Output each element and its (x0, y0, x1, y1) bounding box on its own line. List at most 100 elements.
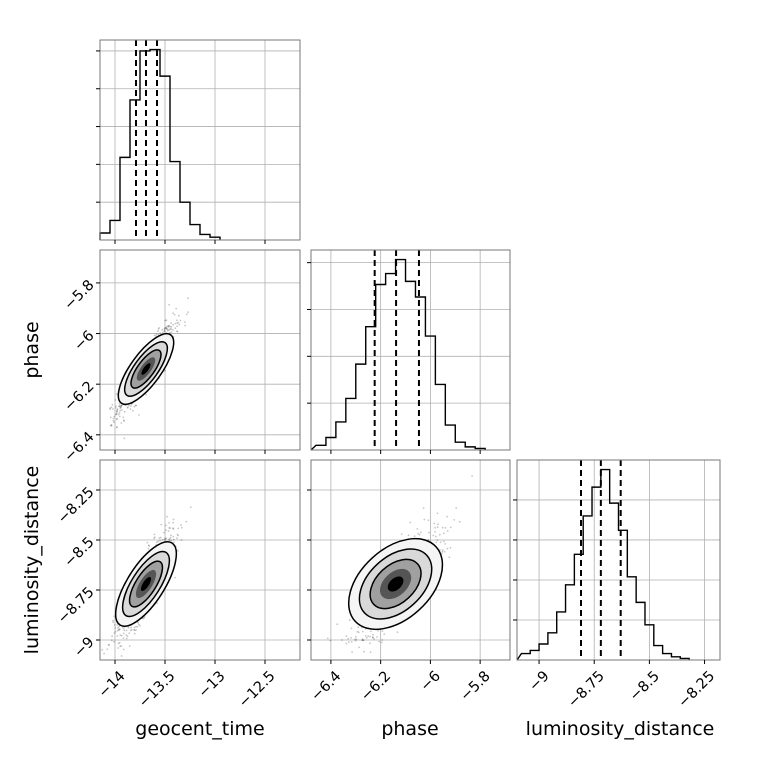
scatter-phase-luminosity-distance-point (381, 630, 384, 632)
scatter-geocent-time-phase-ytick-label-1: −6 (71, 328, 97, 354)
scatter-phase-luminosity-distance-point (350, 641, 353, 643)
scatter-geocent-time-phase-point (114, 407, 117, 409)
scatter-geocent-time-phase-point (120, 405, 122, 408)
scatter-geocent-time-phase-point (166, 329, 169, 332)
scatter-geocent-time-phase-point (185, 313, 188, 316)
scatter-phase-luminosity-distance-point (355, 635, 357, 638)
scatter-phase-luminosity-distance-point (378, 640, 380, 643)
scatter-geocent-time-phase-point (110, 423, 113, 426)
scatter-geocent-time-phase-point (111, 408, 114, 410)
scatter-phase-luminosity-distance-point (427, 519, 430, 522)
scatter-phase-luminosity-distance-point (369, 635, 371, 638)
scatter-phase-luminosity-distance-point (432, 534, 435, 537)
scatter-geocent-time-luminosity-distance-point (125, 629, 128, 632)
scatter-geocent-time-luminosity-distance-point (172, 527, 174, 530)
scatter-geocent-time-phase-point (117, 413, 120, 416)
hist-luminosity-distance-histogram-steps (516, 468, 690, 661)
scatter-geocent-time-luminosity-distance-point (112, 621, 115, 624)
scatter-geocent-time-phase-point (145, 393, 148, 396)
scatter-geocent-time-luminosity-distance-point (147, 544, 150, 547)
scatter-geocent-time-luminosity-distance-point (159, 536, 162, 539)
scatter-geocent-time-phase-point (161, 328, 164, 331)
scatter-geocent-time-luminosity-distance-point (110, 639, 113, 642)
scatter-phase-luminosity-distance-point (369, 642, 371, 645)
scatter-geocent-time-luminosity-distance-point (116, 635, 119, 637)
scatter-phase-luminosity-distance-point (380, 641, 383, 644)
hist-luminosity-distance-xtick-label-2: −8.5 (627, 668, 663, 704)
scatter-geocent-time-phase-ytick-label-0: −5.8 (61, 277, 97, 313)
scatter-geocent-time-phase-point (119, 406, 122, 409)
scatter-geocent-time-phase-point (170, 328, 173, 330)
scatter-geocent-time-phase-point (164, 319, 167, 322)
scatter-phase-luminosity-distance-point (361, 639, 364, 642)
hist-geocent-time-frame (99, 39, 301, 241)
scatter-geocent-time-phase-point (163, 328, 166, 330)
scatter-geocent-time-luminosity-distance-point (119, 634, 122, 636)
hist-luminosity-distance-frame (516, 459, 721, 661)
scatter-geocent-time-phase-point (109, 416, 112, 419)
scatter-geocent-time-phase-point (129, 408, 132, 410)
scatter-geocent-time-luminosity-distance-point (116, 629, 119, 632)
scatter-geocent-time-phase-point (119, 409, 122, 412)
scatter-geocent-time-luminosity-distance-point (117, 642, 120, 645)
scatter-phase-luminosity-distance-xtick-label-0: −6.4 (308, 668, 344, 704)
scatter-geocent-time-luminosity-distance-point (135, 625, 137, 628)
frame-layer (99, 39, 721, 661)
scatter-phase-luminosity-distance-point (329, 639, 332, 642)
scatter-phase-luminosity-distance-point (396, 631, 399, 634)
scatter-phase-luminosity-distance-point (444, 527, 447, 529)
scatter-phase-luminosity-distance-point (345, 635, 348, 637)
scatter-geocent-time-luminosity-distance-xtick-label-1: −13.5 (136, 668, 179, 711)
scatter-geocent-time-luminosity-distance-point (153, 536, 156, 539)
scatter-geocent-time-phase-point (116, 410, 118, 412)
scatter-geocent-time-phase-point (115, 405, 117, 407)
scatter-geocent-time-phase-point (123, 419, 125, 421)
scatter-geocent-time-luminosity-distance-point (168, 527, 171, 529)
scatter-geocent-time-luminosity-distance-point (189, 506, 192, 509)
scatter-geocent-time-luminosity-distance-point (123, 629, 126, 632)
scatter-phase-luminosity-distance-point (370, 630, 372, 633)
scatter-geocent-time-phase-point (120, 404, 123, 407)
scatter-geocent-time-phase-ytick-label-2: −6.2 (61, 379, 97, 415)
scatter-geocent-time-luminosity-distance-point (165, 524, 167, 527)
scatter-geocent-time-luminosity-distance-point (165, 537, 168, 540)
scatter-geocent-time-luminosity-distance-point (168, 522, 170, 524)
scatter-phase-luminosity-distance-point (365, 636, 368, 639)
scatter-geocent-time-phase-point (110, 406, 113, 409)
scatter-geocent-time-luminosity-distance-point (138, 623, 140, 626)
hist-geocent-time-histogram-steps (99, 48, 221, 240)
scatter-phase-luminosity-distance-point (434, 531, 436, 533)
scatter-geocent-time-luminosity-distance-xtick-label-3: −12.5 (236, 668, 279, 711)
scatter-geocent-time-luminosity-distance-point (133, 629, 136, 631)
scatter-phase-luminosity-distance-point (434, 535, 437, 538)
scatter-geocent-time-luminosity-distance-point (153, 533, 156, 536)
scatter-geocent-time-phase-point (109, 407, 111, 409)
scatter-geocent-time-phase-point (114, 399, 117, 401)
scatter-phase-luminosity-distance-point (377, 629, 380, 632)
scatter-geocent-time-luminosity-distance-point (169, 536, 172, 539)
scatter-geocent-time-luminosity-distance-point (170, 534, 172, 537)
scatter-geocent-time-luminosity-distance-point (168, 539, 171, 542)
scatter-geocent-time-phase-point (112, 420, 115, 422)
scatter-geocent-time-luminosity-distance-point (177, 549, 179, 552)
scatter-phase-luminosity-distance-point (381, 639, 384, 641)
scatter-phase-luminosity-distance-point (423, 518, 426, 521)
scatter-phase-luminosity-distance-point (369, 651, 372, 654)
y-axis-label-luminosity-distance: luminosity_distance (21, 466, 43, 655)
scatter-phase-luminosity-distance-point (358, 646, 360, 649)
scatter-geocent-time-luminosity-distance-point (167, 530, 170, 532)
scatter-geocent-time-phase-point (123, 420, 125, 422)
scatter-geocent-time-luminosity-distance-point (180, 539, 183, 541)
scatter-geocent-time-phase-point (109, 408, 112, 410)
scatter-geocent-time-phase-point (118, 415, 121, 418)
scatter-geocent-time-phase-point (128, 404, 130, 407)
scatter-geocent-time-phase-point (133, 405, 136, 408)
scatter-geocent-time-luminosity-distance-point (158, 537, 161, 539)
scatter-geocent-time-luminosity-distance-ytick-label-3: −9 (71, 634, 97, 660)
scatter-phase-luminosity-distance-point (362, 639, 364, 642)
hist-luminosity-distance-xtick-label-0: −9 (526, 668, 552, 694)
scatter-geocent-time-luminosity-distance-point (136, 625, 139, 628)
scatter-geocent-time-phase-frame (99, 249, 301, 451)
scatter-phase-luminosity-distance-point (409, 521, 412, 524)
